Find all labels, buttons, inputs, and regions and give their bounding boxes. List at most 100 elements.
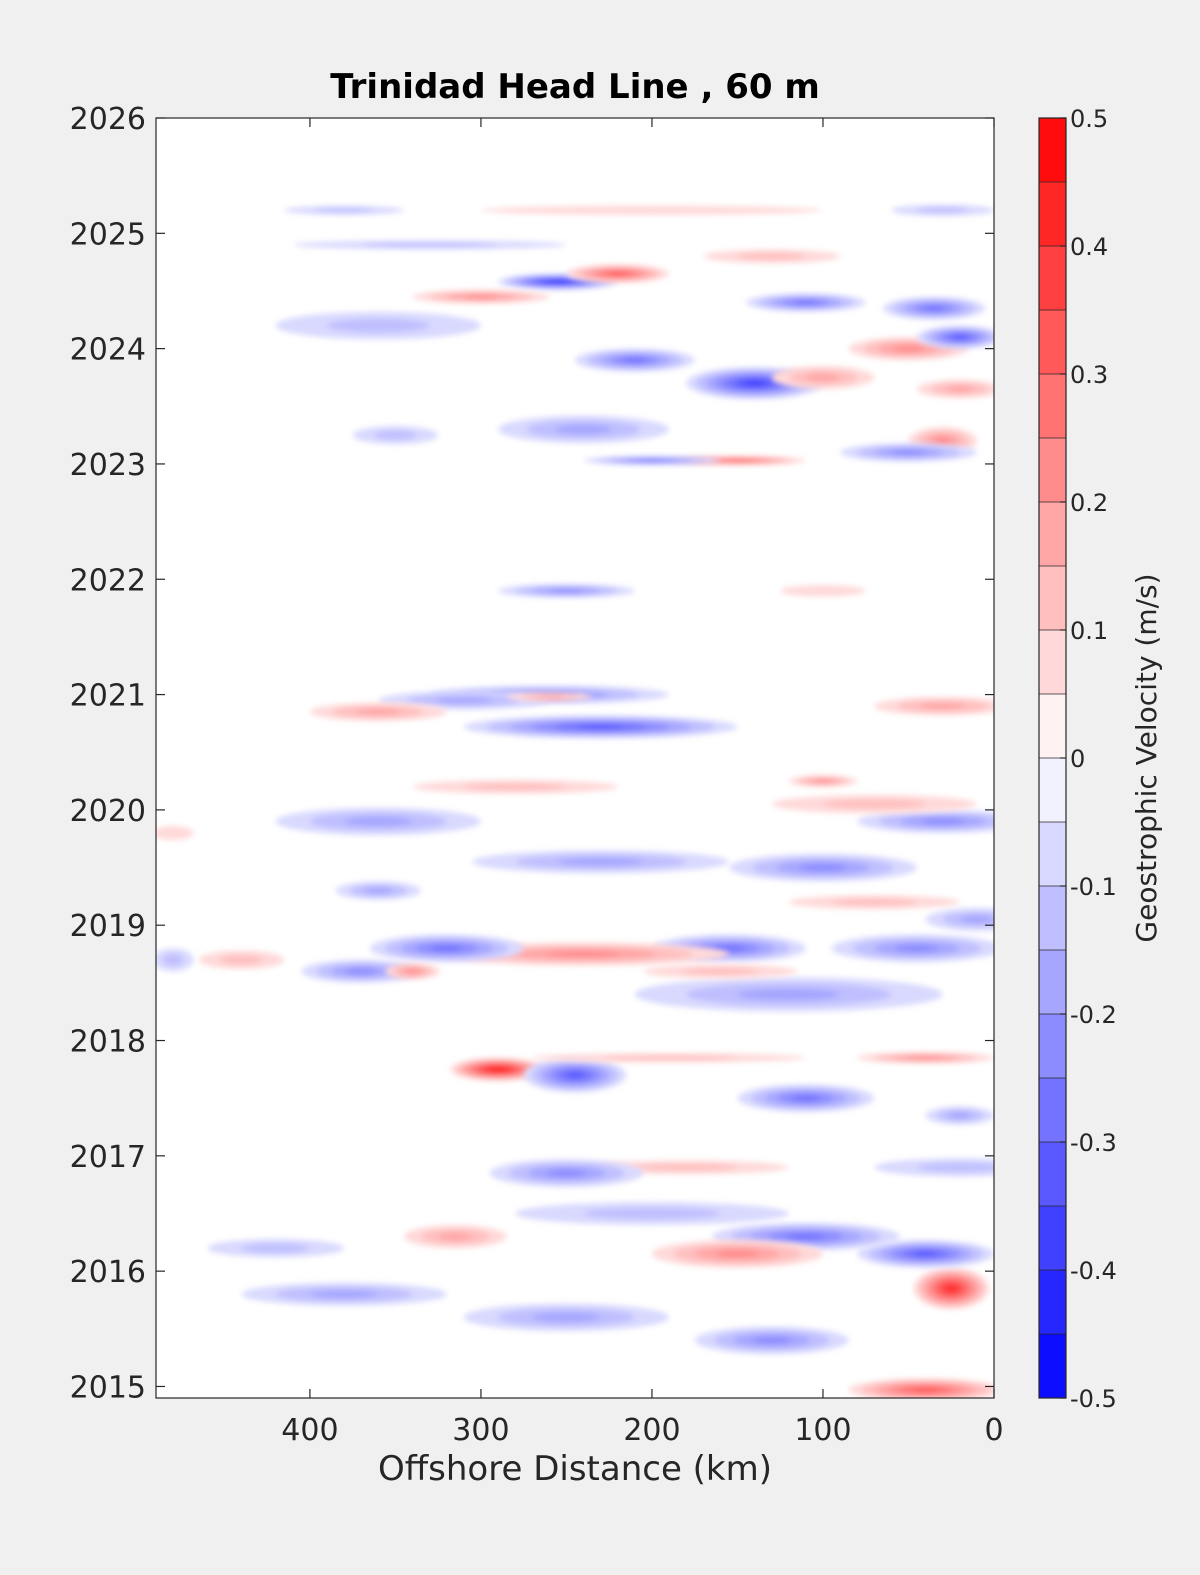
- contour-feature: [925, 1106, 994, 1125]
- contour-feature: [788, 775, 858, 787]
- y-tick-label: 2024: [70, 333, 146, 368]
- contour-level: [681, 967, 759, 975]
- colorbar-tick-label: 0.3: [1070, 361, 1108, 389]
- contour-level: [912, 1388, 939, 1392]
- contour-level: [535, 695, 564, 699]
- contour-level: [793, 300, 818, 305]
- colorbar-tick-label: -0.2: [1070, 1001, 1117, 1029]
- contour-feature: [198, 950, 285, 970]
- colorbar-segment: [1039, 822, 1066, 887]
- contour-level: [438, 1232, 473, 1241]
- contour-level: [787, 1233, 825, 1240]
- contour-level: [908, 1056, 943, 1060]
- contour-level: [609, 272, 627, 276]
- contour-feature: [874, 696, 994, 716]
- colorbar-segment: [1039, 950, 1066, 1015]
- contour-feature: [480, 205, 823, 215]
- contour-level: [917, 207, 969, 214]
- colorbar-tick-label: -0.1: [1070, 873, 1117, 901]
- contour-feature: [917, 379, 994, 399]
- contour-feature: [450, 1057, 546, 1081]
- colorbar-segment: [1039, 374, 1066, 439]
- contour-feature: [523, 1057, 627, 1093]
- colorbar-segment: [1039, 246, 1066, 311]
- colorbar: 0.5 0.4 0.3 0.2 0.1 0 -0.1 -0.2 -0.3 -0.4 -0.5: [1038, 105, 1117, 1413]
- colorbar-segment: [1039, 502, 1066, 567]
- contour-feature: [925, 907, 994, 931]
- colorbar-tick-label: -0.5: [1070, 1385, 1117, 1413]
- colorbar-segment: [1039, 1142, 1066, 1207]
- contour-feature: [780, 585, 866, 597]
- contour-feature: [788, 895, 960, 910]
- contour-level: [792, 1095, 820, 1101]
- contour-level: [577, 724, 624, 729]
- contour-level: [346, 968, 377, 975]
- contour-feature: [284, 205, 404, 215]
- contour-level: [959, 915, 994, 924]
- contour-feature: [831, 934, 994, 963]
- y-tick-label: 2015: [70, 1370, 146, 1405]
- colorbar-segment: [1039, 1078, 1066, 1143]
- contour-level: [241, 1243, 310, 1253]
- contour-level: [492, 1068, 504, 1071]
- contour-feature: [275, 311, 481, 340]
- contour-feature: [515, 1201, 789, 1226]
- colorbar-segment: [1039, 630, 1066, 695]
- colorbar-tick-label: 0.1: [1070, 617, 1108, 645]
- contour-feature: [643, 964, 798, 979]
- contour-level: [895, 944, 939, 952]
- contour-level: [737, 988, 841, 1001]
- colorbar-segment: [1039, 1334, 1066, 1399]
- contour-level: [923, 305, 945, 311]
- contour-feature: [472, 850, 729, 874]
- colorbar-segment: [1039, 182, 1066, 247]
- contour-feature: [771, 365, 875, 389]
- contour-feature: [583, 455, 721, 466]
- contour-level: [549, 589, 584, 593]
- colorbar-label: Geostrophic Velocity (m/s): [1130, 573, 1163, 942]
- y-tick-label: 2020: [70, 794, 146, 829]
- contour-feature: [857, 1052, 994, 1064]
- contour-level: [374, 430, 417, 440]
- contour-level: [945, 385, 975, 393]
- contour-level: [780, 585, 866, 597]
- y-axis: 2015 2016 2017 2018 2019 2020 2021 2022 2023 2024…: [70, 102, 994, 1405]
- contour-level: [435, 697, 493, 704]
- contour-feature: [506, 692, 593, 702]
- contour-level: [919, 703, 966, 710]
- velocity-contours: [156, 204, 994, 1398]
- contour-level: [431, 945, 463, 952]
- contour-feature: [651, 1240, 823, 1268]
- contour-level: [600, 1055, 738, 1061]
- contour-feature: [241, 1282, 447, 1306]
- y-tick-label: 2019: [70, 909, 146, 944]
- contour-level: [480, 205, 823, 215]
- contour-level: [583, 1207, 721, 1220]
- contour-level: [532, 1312, 601, 1322]
- colorbar-tick-label: 0.2: [1070, 489, 1108, 517]
- contour-level: [805, 373, 841, 382]
- contour-level: [314, 207, 375, 213]
- contour-level: [638, 459, 666, 462]
- contour-level: [737, 252, 806, 260]
- contour-level: [752, 1336, 791, 1344]
- contour-level: [162, 954, 184, 966]
- contour-feature: [917, 325, 994, 349]
- contour-feature: [412, 779, 618, 794]
- colorbar-tick-label: -0.4: [1070, 1257, 1117, 1285]
- contour-feature: [498, 415, 670, 444]
- colorbar-segment: [1039, 758, 1066, 823]
- contour-feature: [566, 264, 670, 283]
- contour-level: [921, 818, 965, 825]
- colorbar-segment: [1039, 566, 1066, 631]
- contour-feature: [891, 204, 994, 217]
- contour-level: [557, 857, 644, 866]
- contour-level: [220, 955, 263, 965]
- colorbar-segment: [1039, 1270, 1066, 1335]
- y-tick-label: 2016: [70, 1255, 146, 1290]
- contour-feature: [857, 809, 994, 833]
- x-axis-label: Offshore Distance (km): [378, 1449, 772, 1489]
- contour-feature: [463, 1303, 670, 1332]
- contour-level: [799, 864, 847, 872]
